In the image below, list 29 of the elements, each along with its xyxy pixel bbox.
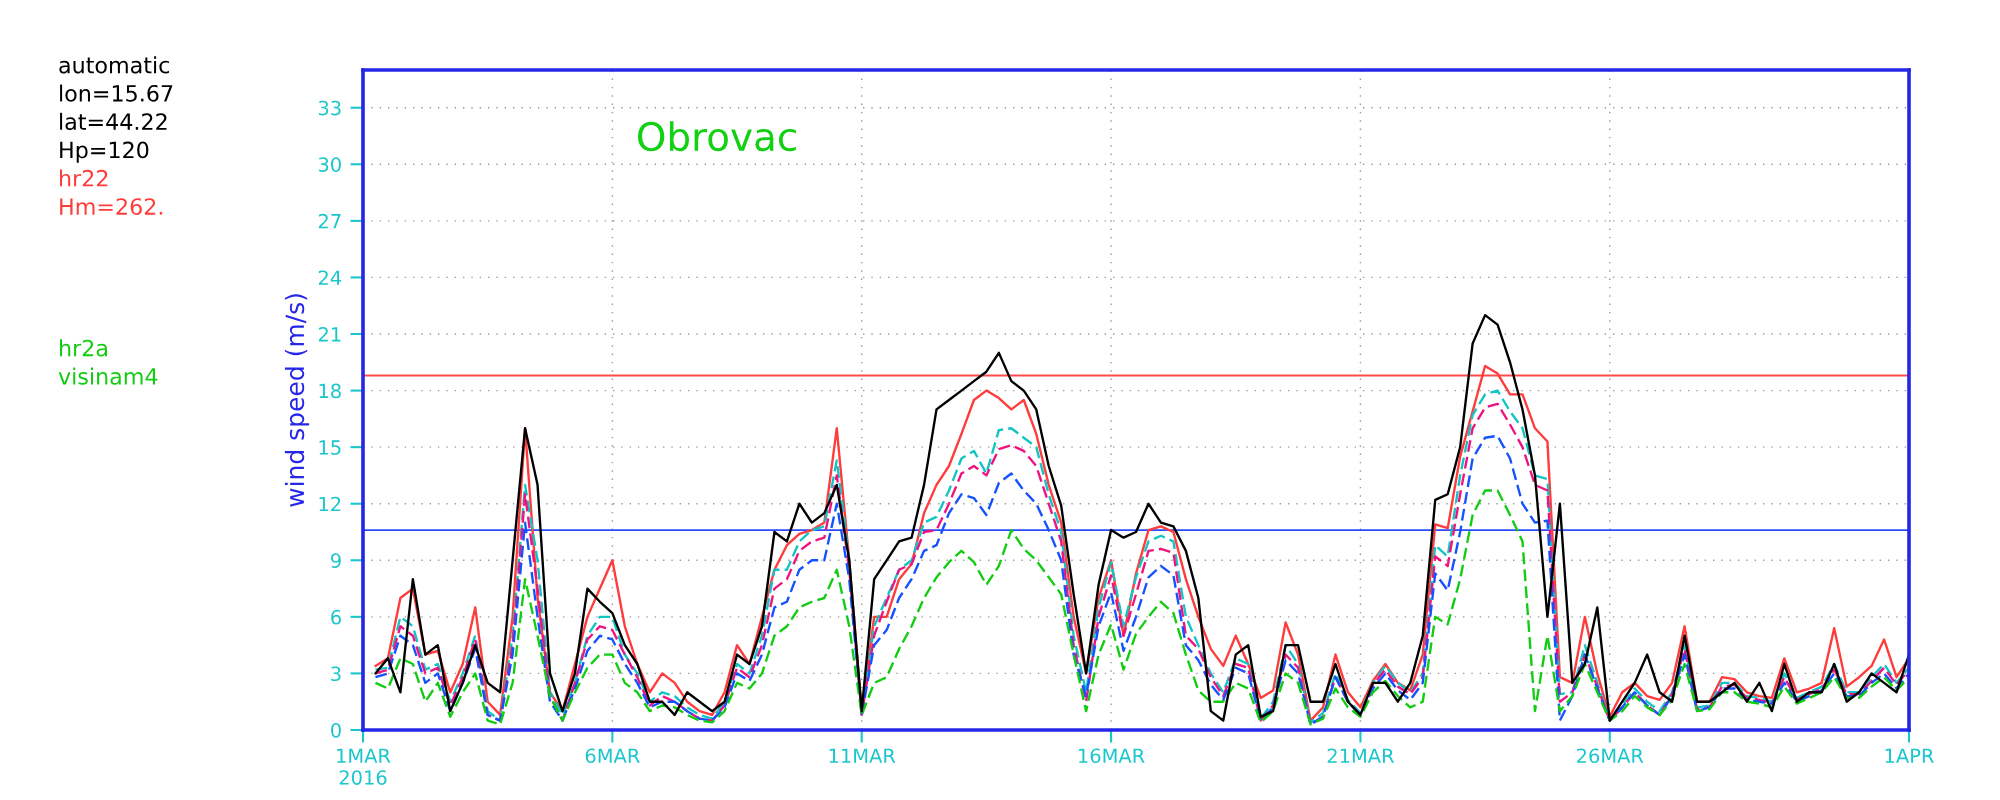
x-tick-label: 21MAR	[1327, 748, 1395, 763]
text: automatic	[59, 56, 169, 74]
y-tick-label: 30	[318, 157, 341, 172]
text: lat=44.22	[60, 112, 167, 131]
y-tick-label: 27	[318, 213, 341, 229]
text: visinam4	[58, 367, 158, 385]
y-tick-label: 18	[319, 383, 341, 399]
y-tick-label: 21	[318, 326, 341, 342]
text: Hm=262.	[60, 198, 163, 215]
y-tick-label: 6	[331, 609, 341, 625]
x-tick-label: 11MAR	[829, 748, 896, 763]
y-axis-title: wind speed (m/s)	[284, 294, 310, 507]
text: Hp=120	[60, 141, 149, 163]
text: hr22	[60, 169, 108, 187]
x-tick-label: 16MAR	[1079, 748, 1145, 764]
x-tick-label: 26MAR	[1577, 748, 1644, 764]
x-tick-label: 6MAR	[585, 748, 640, 764]
text: hr2a	[60, 339, 107, 357]
x-tick-label: 1MAR 2016	[337, 748, 391, 785]
x-tick-label: 1APR	[1885, 748, 1934, 763]
text: Obrovac	[638, 121, 796, 152]
y-tick-label: 0	[331, 722, 341, 738]
y-tick-label: 24	[318, 270, 342, 285]
y-tick-label: 9	[331, 553, 341, 568]
text: lon=15.67	[60, 84, 173, 102]
y-tick-label: 3	[331, 666, 341, 682]
y-tick-label: 12	[319, 496, 341, 512]
y-tick-label: 15	[319, 440, 341, 455]
y-tick-label: 33	[318, 100, 341, 116]
